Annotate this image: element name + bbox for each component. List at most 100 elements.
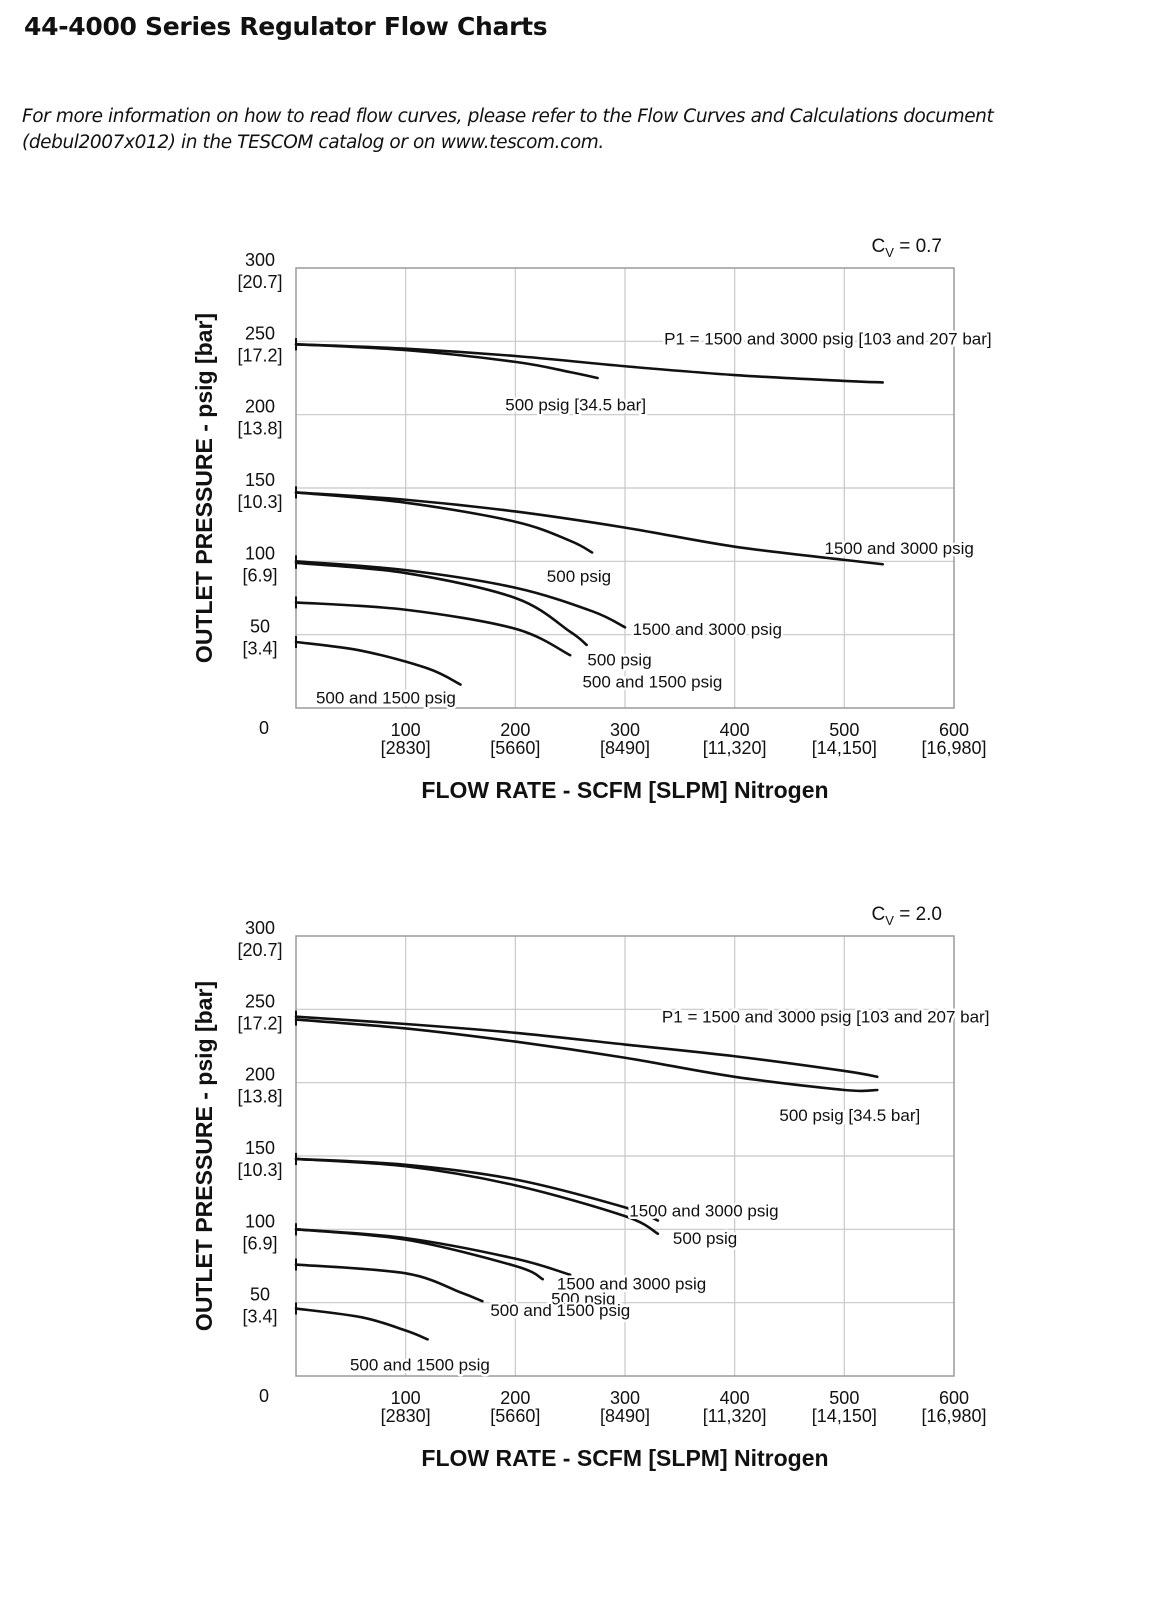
y-tick-label: 50 (250, 1285, 270, 1305)
series-line (294, 1018, 879, 1093)
y-tick-label: [20.7] (237, 940, 282, 960)
series-line (294, 491, 885, 566)
y-tick-label: [17.2] (237, 345, 282, 365)
curve-label: 500 and 1500 psig (350, 1355, 490, 1374)
curve-label: 500 psig (673, 1229, 737, 1248)
series-line (294, 1228, 545, 1281)
curve-label-halo: 500 psig (673, 1229, 737, 1248)
y-tick-label: [6.9] (242, 1233, 277, 1253)
curve-label: 500 psig [34.5 bar] (505, 395, 646, 414)
y-tick-label: [20.7] (237, 272, 282, 292)
x-tick-label: [14,150] (812, 738, 877, 758)
series-line (294, 560, 627, 629)
y-tick-label: [3.4] (242, 1307, 277, 1327)
curve-label: 500 psig [34.5 bar] (779, 1106, 920, 1125)
y-tick-label: [6.9] (242, 565, 277, 585)
curve-label-halo: 500 psig (587, 651, 651, 670)
page-title: 44-4000 Series Regulator Flow Charts (24, 12, 548, 41)
x-tick-label: [2830] (381, 738, 431, 758)
y-axis-title: OUTLET PRESSURE - psig [bar] (191, 981, 217, 1331)
curve-label: 1500 and 3000 psig (557, 1275, 706, 1294)
flow-chart-cv-2-0: P1 = 1500 and 3000 psig [103 and 207 bar… (191, 904, 992, 1471)
curve-label-halo: 1500 and 3000 psig (629, 1201, 778, 1220)
series-line (294, 1263, 484, 1303)
x-tick-label: [11,320] (703, 738, 767, 758)
series-line (294, 1157, 660, 1222)
curve-label-halo: 1500 and 3000 psig (557, 1275, 706, 1294)
cv-label: CV = 0.7 (872, 236, 942, 260)
x-tick-label: 200 (500, 1388, 530, 1408)
y-tick-label: 200 (245, 1065, 275, 1085)
curve-label-halo: 500 and 1500 psig (490, 1301, 630, 1320)
series-line (294, 640, 462, 686)
curve-label-halo: 500 psig (551, 1289, 615, 1308)
curve-label-halo: 500 and 1500 psig (350, 1355, 490, 1374)
curve-label-halo: 500 and 1500 psig (582, 673, 722, 692)
series-line (294, 342, 599, 380)
y-tick-label: 0 (259, 1386, 269, 1406)
curve-label: 500 psig (547, 567, 611, 586)
x-tick-label: 400 (720, 1388, 750, 1408)
x-tick-label: 200 (500, 720, 530, 740)
x-tick-label: [11,320] (703, 1406, 767, 1426)
x-tick-label: [8490] (600, 1406, 650, 1426)
y-tick-label: 300 (245, 250, 275, 270)
y-tick-label: 150 (245, 1138, 275, 1158)
y-axis-title: OUTLET PRESSURE - psig [bar] (191, 313, 217, 663)
curve-label-halo: 500 psig (547, 567, 611, 586)
curve-label-halo: 500 psig [34.5 bar] (779, 1106, 920, 1125)
x-tick-label: [14,150] (812, 1406, 877, 1426)
x-tick-label: [16,980] (921, 1406, 986, 1426)
grid-lines (296, 936, 954, 1376)
curve-label-halo: P1 = 1500 and 3000 psig [103 and 207 bar… (664, 329, 992, 348)
x-tick-label: [8490] (600, 738, 650, 758)
curve-label-halo: 500 psig [34.5 bar] (505, 395, 646, 414)
series-line (294, 491, 594, 554)
grid-lines (296, 268, 954, 708)
curve-label-halo: P1 = 1500 and 3000 psig [103 and 207 bar… (662, 1008, 990, 1027)
y-tick-label: [10.3] (237, 492, 282, 512)
curve-label: 1500 and 3000 psig (824, 539, 973, 558)
x-tick-label: 500 (829, 1388, 859, 1408)
y-tick-label: 300 (245, 918, 275, 938)
curve-label: 1500 and 3000 psig (633, 620, 782, 639)
cv-label: CV = 2.0 (872, 904, 942, 928)
series-line (294, 561, 588, 647)
curve-label: P1 = 1500 and 3000 psig [103 and 207 bar… (664, 329, 992, 348)
y-tick-label: [13.8] (237, 1087, 282, 1107)
curve-label: 500 and 1500 psig (316, 689, 456, 708)
x-axis-title: FLOW RATE - SCFM [SLPM] Nitrogen (421, 777, 828, 803)
x-tick-label: 300 (610, 1388, 640, 1408)
x-axis-title: FLOW RATE - SCFM [SLPM] Nitrogen (421, 1445, 828, 1471)
curve-label-halo: 1500 and 3000 psig (824, 539, 973, 558)
curve-label: 500 psig (587, 651, 651, 670)
series-line (294, 1307, 429, 1341)
y-tick-label: 0 (259, 718, 269, 738)
series-line (294, 1157, 660, 1236)
y-tick-label: [17.2] (237, 1013, 282, 1033)
y-tick-label: 250 (245, 991, 275, 1011)
series-line (294, 342, 885, 384)
y-tick-label: [3.4] (242, 639, 277, 659)
x-tick-label: 400 (720, 720, 750, 740)
y-tick-label: 250 (245, 323, 275, 343)
x-tick-label: 100 (391, 720, 421, 740)
curve-label: 500 and 1500 psig (490, 1301, 630, 1320)
y-tick-label: 150 (245, 470, 275, 490)
y-tick-label: 50 (250, 617, 270, 637)
series-line (294, 601, 572, 657)
x-tick-label: 600 (939, 720, 969, 740)
y-tick-label: [13.8] (237, 419, 282, 439)
flow-chart-cv-0-7: P1 = 1500 and 3000 psig [103 and 207 bar… (191, 236, 994, 803)
x-tick-label: [5660] (490, 1406, 540, 1426)
series-line (294, 1015, 879, 1079)
x-tick-label: 500 (829, 720, 859, 740)
curve-label: 1500 and 3000 psig (629, 1201, 778, 1220)
curve-label: 500 and 1500 psig (582, 673, 722, 692)
x-tick-label: [2830] (381, 1406, 431, 1426)
x-tick-label: 300 (610, 720, 640, 740)
curve-label: P1 = 1500 and 3000 psig [103 and 207 bar… (662, 1008, 990, 1027)
curve-label-halo: 1500 and 3000 psig (633, 620, 782, 639)
x-tick-label: 600 (939, 1388, 969, 1408)
intro-paragraph: For more information on how to read flow… (22, 106, 994, 153)
